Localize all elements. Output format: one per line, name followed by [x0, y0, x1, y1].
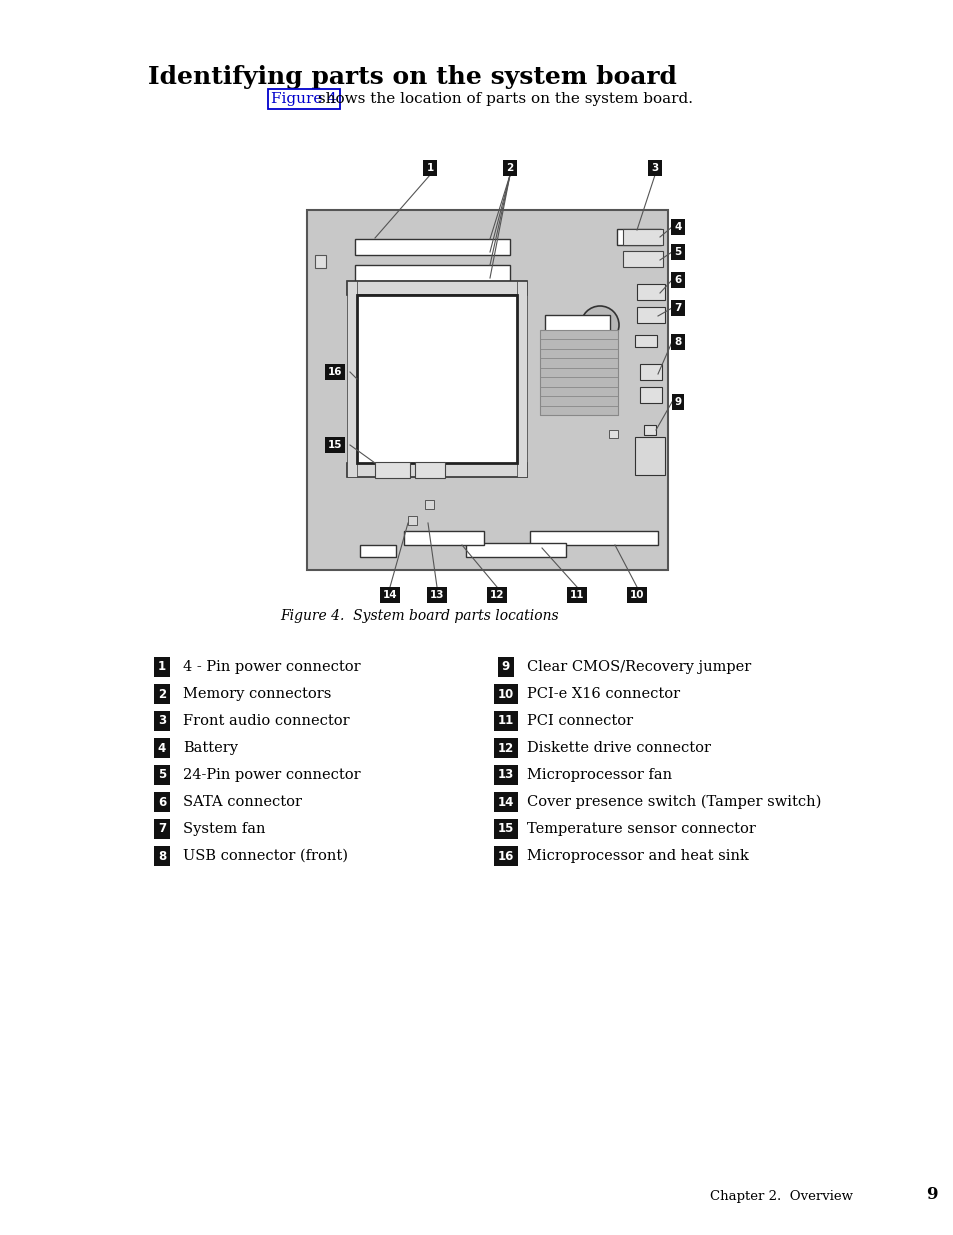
Text: 6: 6 — [674, 275, 680, 285]
Text: 7: 7 — [674, 303, 681, 312]
Bar — [355, 240, 510, 254]
Text: PCI connector: PCI connector — [526, 714, 633, 727]
Text: 15: 15 — [328, 440, 342, 450]
Text: 10: 10 — [497, 688, 514, 700]
Bar — [359, 545, 395, 557]
Bar — [517, 282, 526, 477]
Bar — [639, 364, 661, 380]
Text: 5: 5 — [674, 247, 680, 257]
Text: 1: 1 — [158, 661, 166, 673]
Bar — [347, 282, 526, 295]
Bar — [347, 463, 526, 477]
Text: 5: 5 — [157, 768, 166, 782]
Text: 9: 9 — [501, 661, 510, 673]
Text: Figure 4.  System board parts locations: Figure 4. System board parts locations — [280, 609, 558, 622]
Text: 13: 13 — [429, 590, 444, 600]
Text: 4 - Pin power connector: 4 - Pin power connector — [183, 659, 360, 674]
Bar — [639, 387, 661, 403]
Text: 3: 3 — [158, 715, 166, 727]
Text: 7: 7 — [158, 823, 166, 836]
Bar — [415, 462, 444, 478]
Text: 10: 10 — [629, 590, 643, 600]
Bar — [530, 531, 658, 545]
Bar — [403, 531, 483, 545]
Bar — [465, 543, 565, 557]
Text: 9: 9 — [925, 1186, 937, 1203]
Text: 8: 8 — [674, 337, 680, 347]
Bar — [408, 516, 416, 525]
Text: Temperature sensor connector: Temperature sensor connector — [526, 823, 755, 836]
Text: Microprocessor and heat sink: Microprocessor and heat sink — [526, 848, 748, 863]
Text: 16: 16 — [497, 850, 514, 862]
Text: Identifying parts on the system board: Identifying parts on the system board — [148, 65, 677, 89]
Text: 6: 6 — [157, 795, 166, 809]
Text: 14: 14 — [497, 795, 514, 809]
Bar — [314, 254, 326, 268]
Text: 4: 4 — [674, 222, 681, 232]
Text: 13: 13 — [497, 768, 514, 782]
Text: 24-Pin power connector: 24-Pin power connector — [183, 768, 360, 782]
Text: shows the location of parts on the system board.: shows the location of parts on the syste… — [313, 91, 692, 106]
Bar — [375, 462, 410, 478]
Bar — [356, 295, 517, 463]
Bar — [635, 437, 664, 475]
Bar — [637, 308, 664, 324]
Text: 4: 4 — [157, 741, 166, 755]
Bar — [622, 251, 662, 267]
Text: Figure 4: Figure 4 — [271, 91, 336, 106]
Text: 11: 11 — [497, 715, 514, 727]
Text: 9: 9 — [674, 396, 680, 408]
Circle shape — [580, 306, 618, 345]
Text: USB connector (front): USB connector (front) — [183, 848, 348, 863]
Bar — [643, 425, 656, 435]
Text: 11: 11 — [569, 590, 583, 600]
Text: 2: 2 — [158, 688, 166, 700]
Bar — [608, 430, 618, 438]
Text: 16: 16 — [328, 367, 342, 377]
Text: 12: 12 — [489, 590, 504, 600]
Text: SATA connector: SATA connector — [183, 795, 302, 809]
Text: System fan: System fan — [183, 823, 265, 836]
Text: Memory connectors: Memory connectors — [183, 687, 331, 701]
Text: 2: 2 — [506, 163, 513, 173]
Bar — [622, 228, 662, 245]
Text: 8: 8 — [157, 850, 166, 862]
Text: 1: 1 — [426, 163, 434, 173]
Bar — [635, 335, 657, 347]
Text: Chapter 2.  Overview: Chapter 2. Overview — [709, 1191, 852, 1203]
Text: Front audio connector: Front audio connector — [183, 714, 349, 727]
Bar — [355, 291, 510, 308]
Text: 3: 3 — [651, 163, 658, 173]
Text: PCI-e X16 connector: PCI-e X16 connector — [526, 687, 679, 701]
Bar — [355, 317, 510, 333]
Text: Clear CMOS/Recovery jumper: Clear CMOS/Recovery jumper — [526, 659, 750, 674]
Bar — [355, 266, 510, 282]
Bar — [544, 315, 609, 335]
Bar — [424, 500, 434, 509]
Text: 15: 15 — [497, 823, 514, 836]
Text: 12: 12 — [497, 741, 514, 755]
Bar — [637, 284, 664, 300]
Text: 14: 14 — [382, 590, 396, 600]
Text: Microprocessor fan: Microprocessor fan — [526, 768, 672, 782]
Text: Diskette drive connector: Diskette drive connector — [526, 741, 710, 755]
Text: Battery: Battery — [183, 741, 237, 755]
Bar — [539, 330, 618, 415]
Text: Cover presence switch (Tamper switch): Cover presence switch (Tamper switch) — [526, 795, 821, 809]
Bar — [617, 228, 660, 245]
Bar — [347, 282, 356, 477]
Bar — [307, 210, 667, 571]
